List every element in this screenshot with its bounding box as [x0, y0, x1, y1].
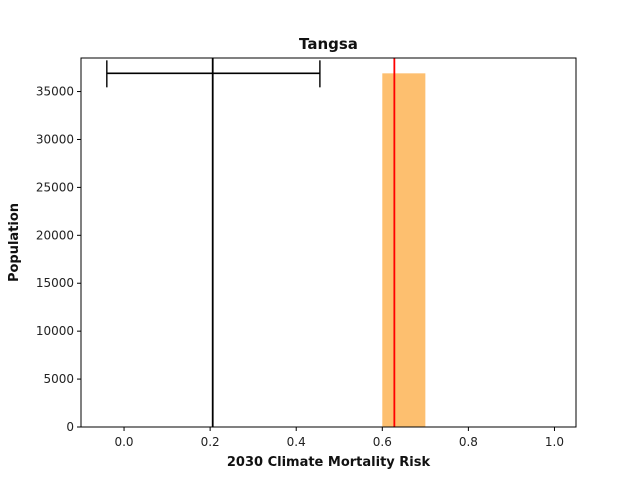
- y-axis: 0 5000 10000 15000 20000 25000 30000 35000: [36, 85, 81, 434]
- plot-frame: [80, 57, 577, 428]
- x-tick-label: 0.0: [114, 435, 133, 449]
- x-tick-label: 0.6: [373, 435, 392, 449]
- bar-0: [382, 73, 426, 427]
- y-tick-label: 20000: [36, 228, 74, 242]
- chart-title: Tangsa: [299, 35, 358, 53]
- x-axis-label: 2030 Climate Mortality Risk: [227, 455, 431, 470]
- x-tick-label: 1.0: [545, 435, 564, 449]
- y-tick-label: 15000: [36, 276, 74, 290]
- x-tick-label: 0.2: [201, 435, 220, 449]
- y-tick-label: 25000: [36, 180, 74, 194]
- plot-area: [80, 57, 577, 428]
- y-axis-label: Population: [7, 203, 22, 282]
- x-tick-label: 0.4: [287, 435, 306, 449]
- y-tick-label: 5000: [43, 372, 74, 386]
- x-tick-label: 0.8: [459, 435, 478, 449]
- y-tick-label: 10000: [36, 324, 74, 338]
- y-tick-label: 30000: [36, 132, 74, 146]
- y-tick-label: 35000: [36, 85, 74, 99]
- y-tick-label: 0: [66, 420, 74, 434]
- x-axis: 0.0 0.2 0.4 0.6 0.8 1.0: [114, 427, 564, 449]
